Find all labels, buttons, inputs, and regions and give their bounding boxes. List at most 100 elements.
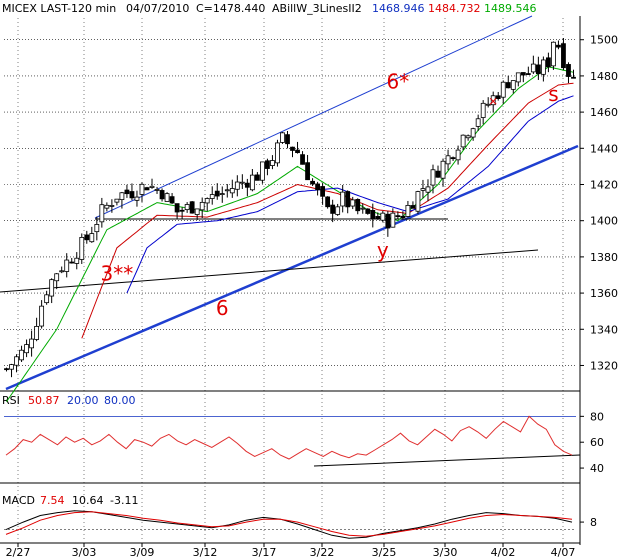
candle xyxy=(445,149,451,171)
candle xyxy=(149,178,155,189)
candle xyxy=(566,62,571,84)
candle xyxy=(119,191,125,209)
candle xyxy=(345,190,351,214)
macd-tick-label: 8 xyxy=(590,516,597,529)
candle xyxy=(515,72,521,87)
wave-label: 6* xyxy=(387,70,410,94)
candle xyxy=(375,212,381,220)
wave-label: y xyxy=(377,238,389,262)
candle xyxy=(530,55,536,74)
candle xyxy=(54,273,60,290)
rsi-layer: 40 60 80 xyxy=(4,410,604,475)
candle xyxy=(234,175,240,197)
candle xyxy=(184,202,190,213)
candle xyxy=(99,197,105,228)
candle xyxy=(79,233,85,264)
candle xyxy=(109,199,115,213)
candle xyxy=(214,183,220,200)
candle xyxy=(204,197,210,212)
study-value-red: 1484.732 xyxy=(428,2,481,15)
rsi-panel: RSI 50.87 20.00 80.00 xyxy=(0,394,580,484)
candle xyxy=(239,174,245,189)
wave-label: 3** xyxy=(101,261,134,285)
candle xyxy=(24,339,29,358)
price-tick-label: 1380 xyxy=(590,251,618,264)
candle xyxy=(350,196,356,210)
candle xyxy=(495,91,501,101)
upper-channel-line xyxy=(94,15,533,219)
candle xyxy=(335,203,341,216)
candlesticks xyxy=(4,38,576,378)
rsi-trendline xyxy=(313,454,581,467)
close-value: C=1478.440 xyxy=(196,2,265,15)
cross-marker xyxy=(489,97,497,105)
candle xyxy=(425,179,431,202)
candle xyxy=(405,200,411,218)
rsi-low-level: 20.00 xyxy=(67,394,99,407)
price-tick-label: 1400 xyxy=(590,215,618,228)
price-tick-label: 1440 xyxy=(590,142,618,155)
candle xyxy=(199,197,205,218)
candle xyxy=(510,80,516,94)
wave-label: 6 xyxy=(216,296,229,320)
candle xyxy=(129,183,135,201)
chart-title: MICEX LAST-120 min xyxy=(2,2,116,15)
candle xyxy=(169,192,175,204)
candle xyxy=(430,164,436,194)
candle xyxy=(74,252,80,270)
price-tick-label: 1360 xyxy=(590,287,618,300)
candle xyxy=(571,69,576,79)
candle xyxy=(59,266,65,274)
candle xyxy=(415,190,421,214)
candle xyxy=(455,145,461,165)
candle xyxy=(561,38,566,70)
candle xyxy=(460,134,466,151)
price-panel xyxy=(0,16,581,545)
candle xyxy=(164,192,170,202)
macd-value: 7.54 xyxy=(40,494,65,507)
candle xyxy=(505,75,511,89)
candle xyxy=(229,179,235,198)
candle xyxy=(139,182,145,202)
candle xyxy=(134,190,140,207)
candle xyxy=(189,200,195,214)
moving-average-red xyxy=(81,82,574,339)
candle xyxy=(420,179,426,199)
time-tick-label: 3/22 xyxy=(310,546,335,559)
candle xyxy=(29,330,34,357)
candle xyxy=(450,156,456,161)
candle xyxy=(400,211,406,220)
study-name: ABillW_3LinesII2 xyxy=(272,2,362,15)
macd-layer: 8 xyxy=(4,510,597,539)
candle xyxy=(260,161,265,184)
candle xyxy=(305,154,310,181)
lower-channel-line xyxy=(5,144,579,391)
candle xyxy=(290,146,295,158)
candle xyxy=(19,345,24,362)
candle xyxy=(174,203,180,219)
candle xyxy=(365,208,371,215)
moving-average-green xyxy=(6,66,574,402)
candle xyxy=(144,186,150,191)
candle xyxy=(385,211,391,237)
candle xyxy=(265,158,270,176)
candle xyxy=(465,134,471,141)
candle xyxy=(209,186,215,205)
trendlines xyxy=(0,15,581,467)
macd-panel: MACD 7.54 10.64 -3.11 xyxy=(0,494,580,544)
candle xyxy=(546,52,551,73)
candle xyxy=(84,230,90,244)
rsi-tick-label: 80 xyxy=(590,410,604,423)
candle xyxy=(525,66,531,75)
candle xyxy=(9,363,14,378)
candle xyxy=(124,184,130,198)
candle xyxy=(330,199,336,223)
chart-date: 04/07/2010 xyxy=(126,2,189,15)
candle xyxy=(535,56,541,80)
rsi-label: RSI xyxy=(2,394,20,407)
candle xyxy=(300,151,305,165)
candle xyxy=(440,158,446,187)
time-tick-label: 3/25 xyxy=(372,546,397,559)
candle xyxy=(310,178,315,186)
